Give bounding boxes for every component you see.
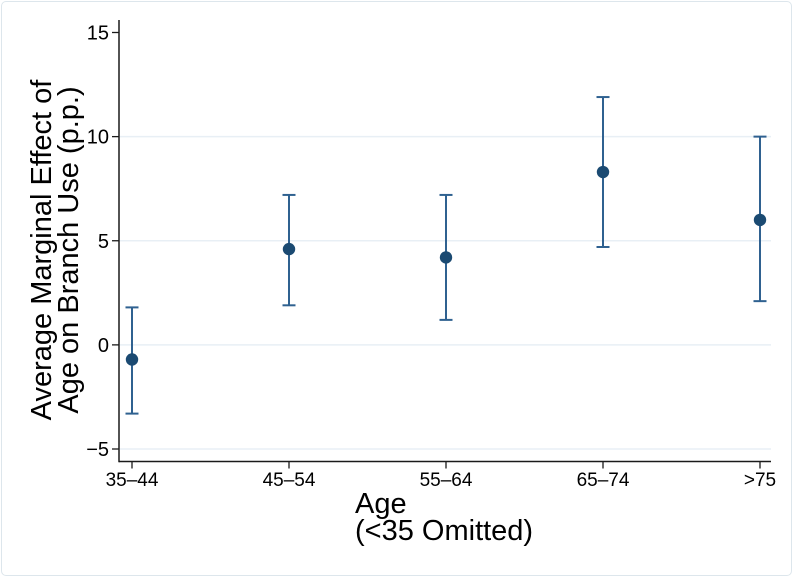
y-axis-title: Average Marginal Effect of Age on Branch… bbox=[26, 79, 85, 421]
point-marker bbox=[125, 353, 139, 366]
x-axis-title: Age (<35 Omitted) bbox=[355, 488, 534, 547]
y-axis-title-line2: Age on Branch Use (p.p.) bbox=[53, 86, 85, 414]
y-tick-label: 10 bbox=[87, 127, 109, 149]
y-tick-label: −5 bbox=[86, 439, 109, 461]
point-marker bbox=[282, 242, 296, 256]
x-tick-label: 35–44 bbox=[106, 470, 159, 491]
x-tick-label: 45–54 bbox=[263, 470, 316, 491]
x-tick-label: 65–74 bbox=[577, 470, 630, 491]
point-marker bbox=[439, 251, 453, 264]
y-axis-title-line1: Average Marginal Effect of bbox=[26, 79, 58, 421]
y-tick-label: 0 bbox=[98, 335, 109, 357]
point-marker bbox=[596, 165, 610, 179]
x-tick-label: 55–64 bbox=[420, 470, 473, 491]
x-axis-title-line1: Age bbox=[355, 488, 407, 520]
y-tick-label: 15 bbox=[87, 22, 109, 44]
x-tick-label: >75 bbox=[744, 470, 776, 491]
y-tick-label: 5 bbox=[98, 231, 109, 253]
x-axis-title-line2: (<35 Omitted) bbox=[355, 515, 534, 547]
point-marker bbox=[753, 213, 767, 227]
